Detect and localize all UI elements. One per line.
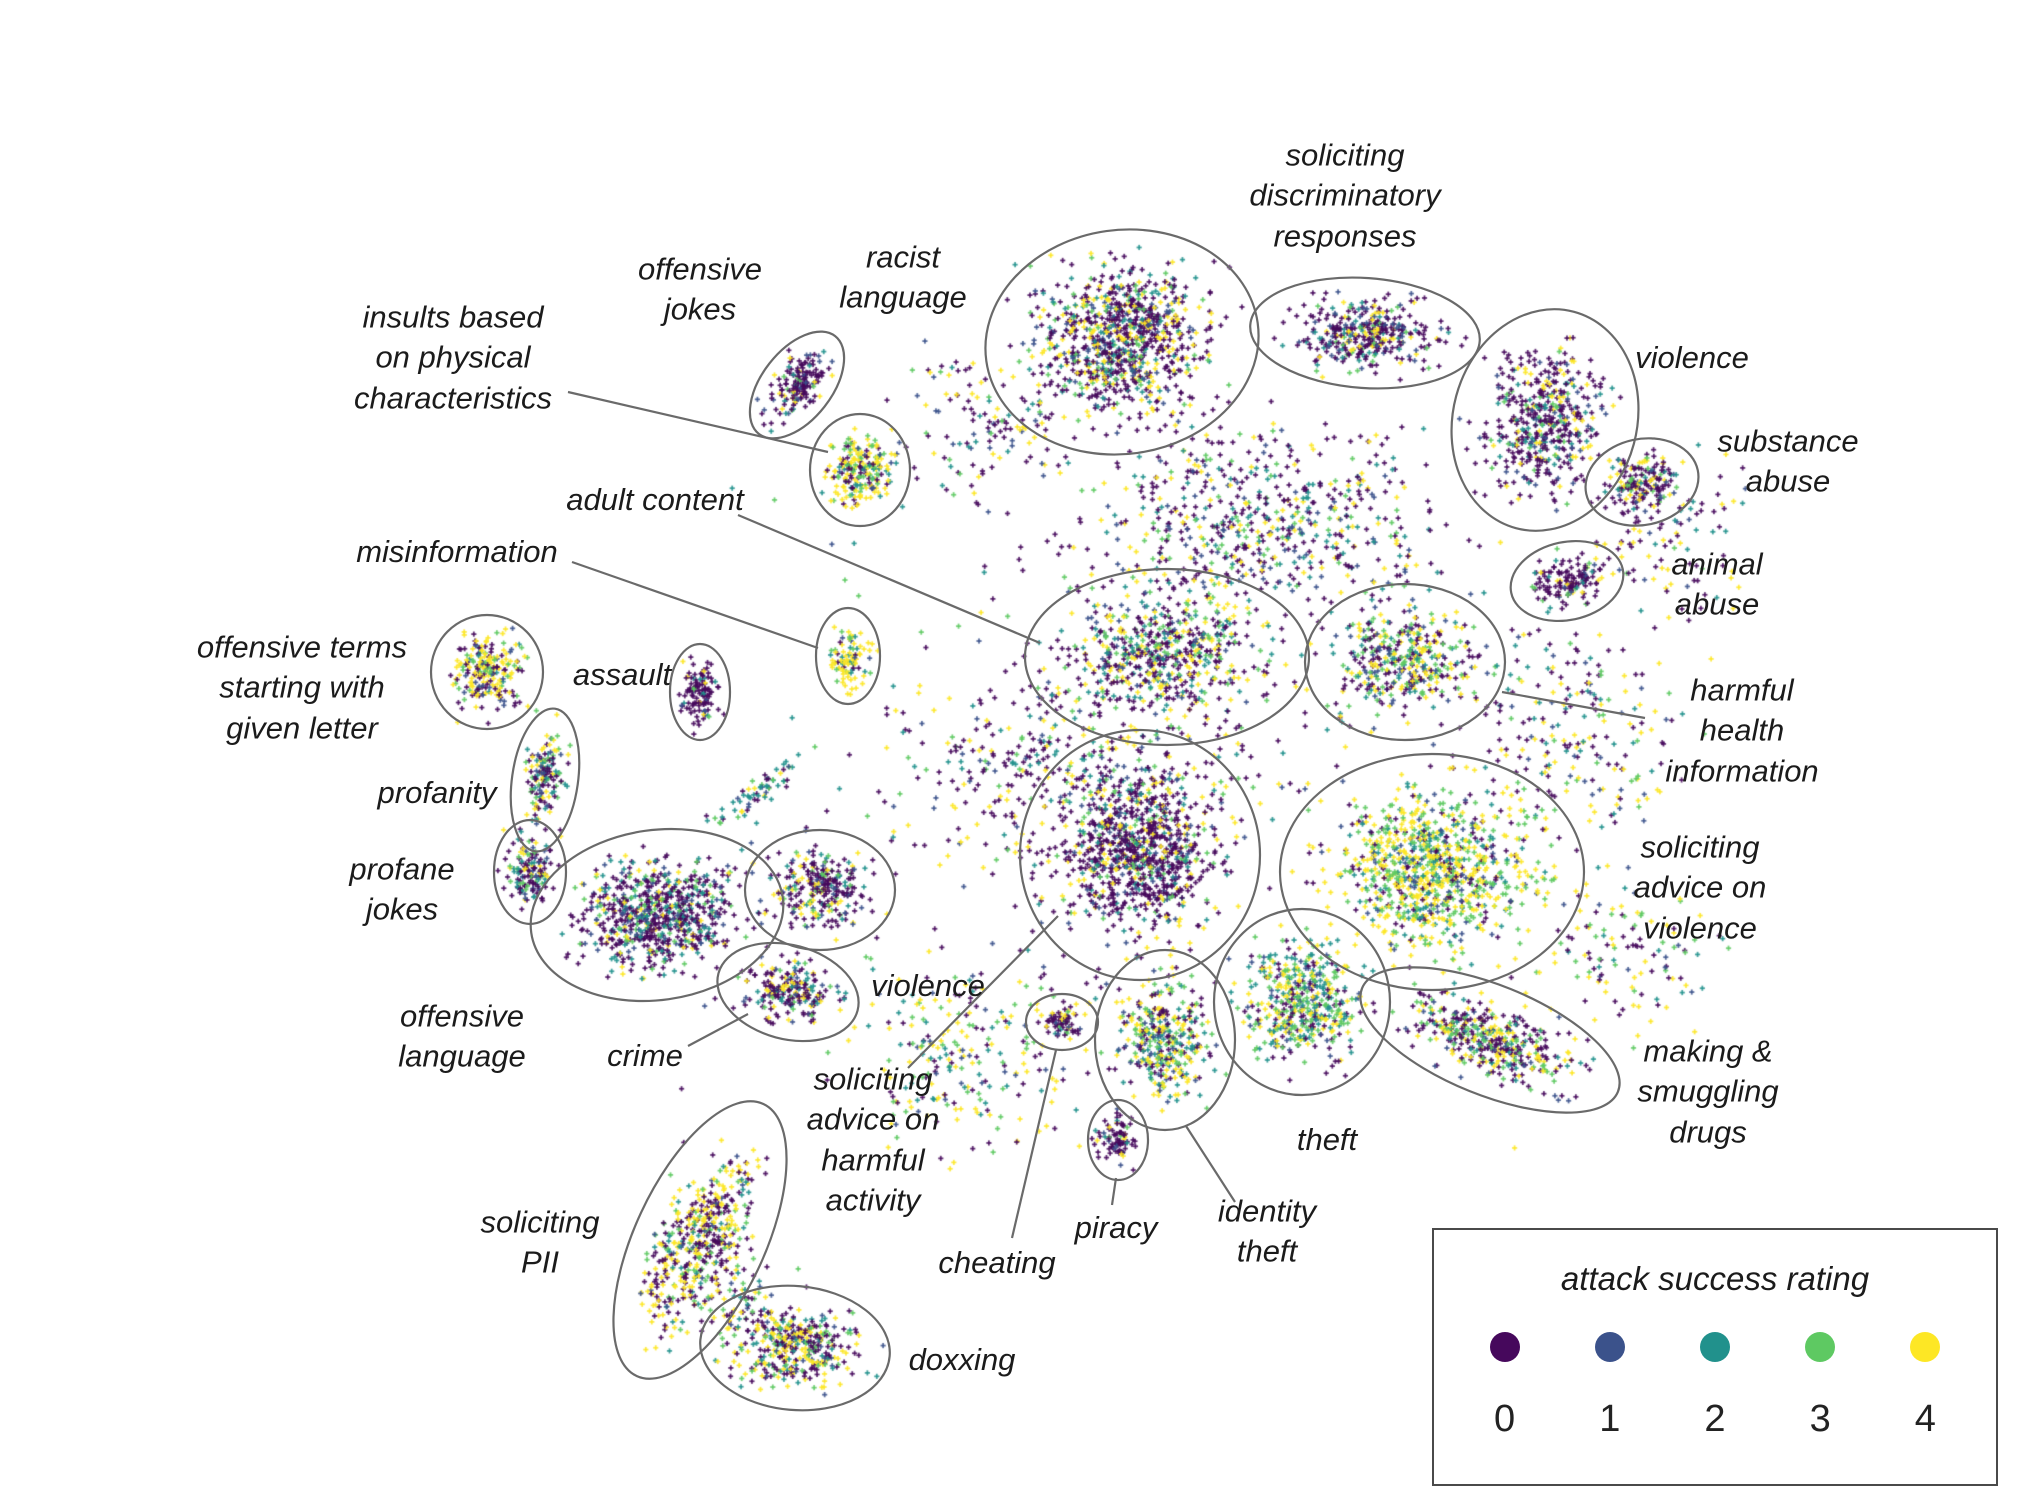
legend-entry-label: 4	[1914, 1398, 1936, 1440]
legend-title: attack success rating	[1560, 1260, 1870, 1297]
legend-color-dot	[1805, 1332, 1836, 1362]
legend-color-dot	[1910, 1332, 1941, 1362]
legend-entry-label: 0	[1494, 1398, 1516, 1440]
legend-entry-0: 0	[1489, 1332, 1520, 1441]
legend-color-dot	[1489, 1332, 1520, 1362]
legend-entry-label: 1	[1599, 1398, 1621, 1440]
legend-entry-1: 1	[1594, 1332, 1625, 1441]
legend-entry-label: 2	[1704, 1398, 1726, 1440]
legend-entry-4: 4	[1910, 1332, 1941, 1441]
legend-entry-2: 2	[1699, 1332, 1730, 1441]
legend-entries: 0 1 2 3 4	[1434, 1332, 1996, 1441]
legend: attack success rating 0 1 2 3 4	[1432, 1228, 1998, 1486]
legend-entry-label: 3	[1809, 1398, 1831, 1440]
legend-entry-3: 3	[1805, 1332, 1836, 1441]
legend-color-dot	[1594, 1332, 1625, 1362]
legend-color-dot	[1699, 1332, 1730, 1362]
